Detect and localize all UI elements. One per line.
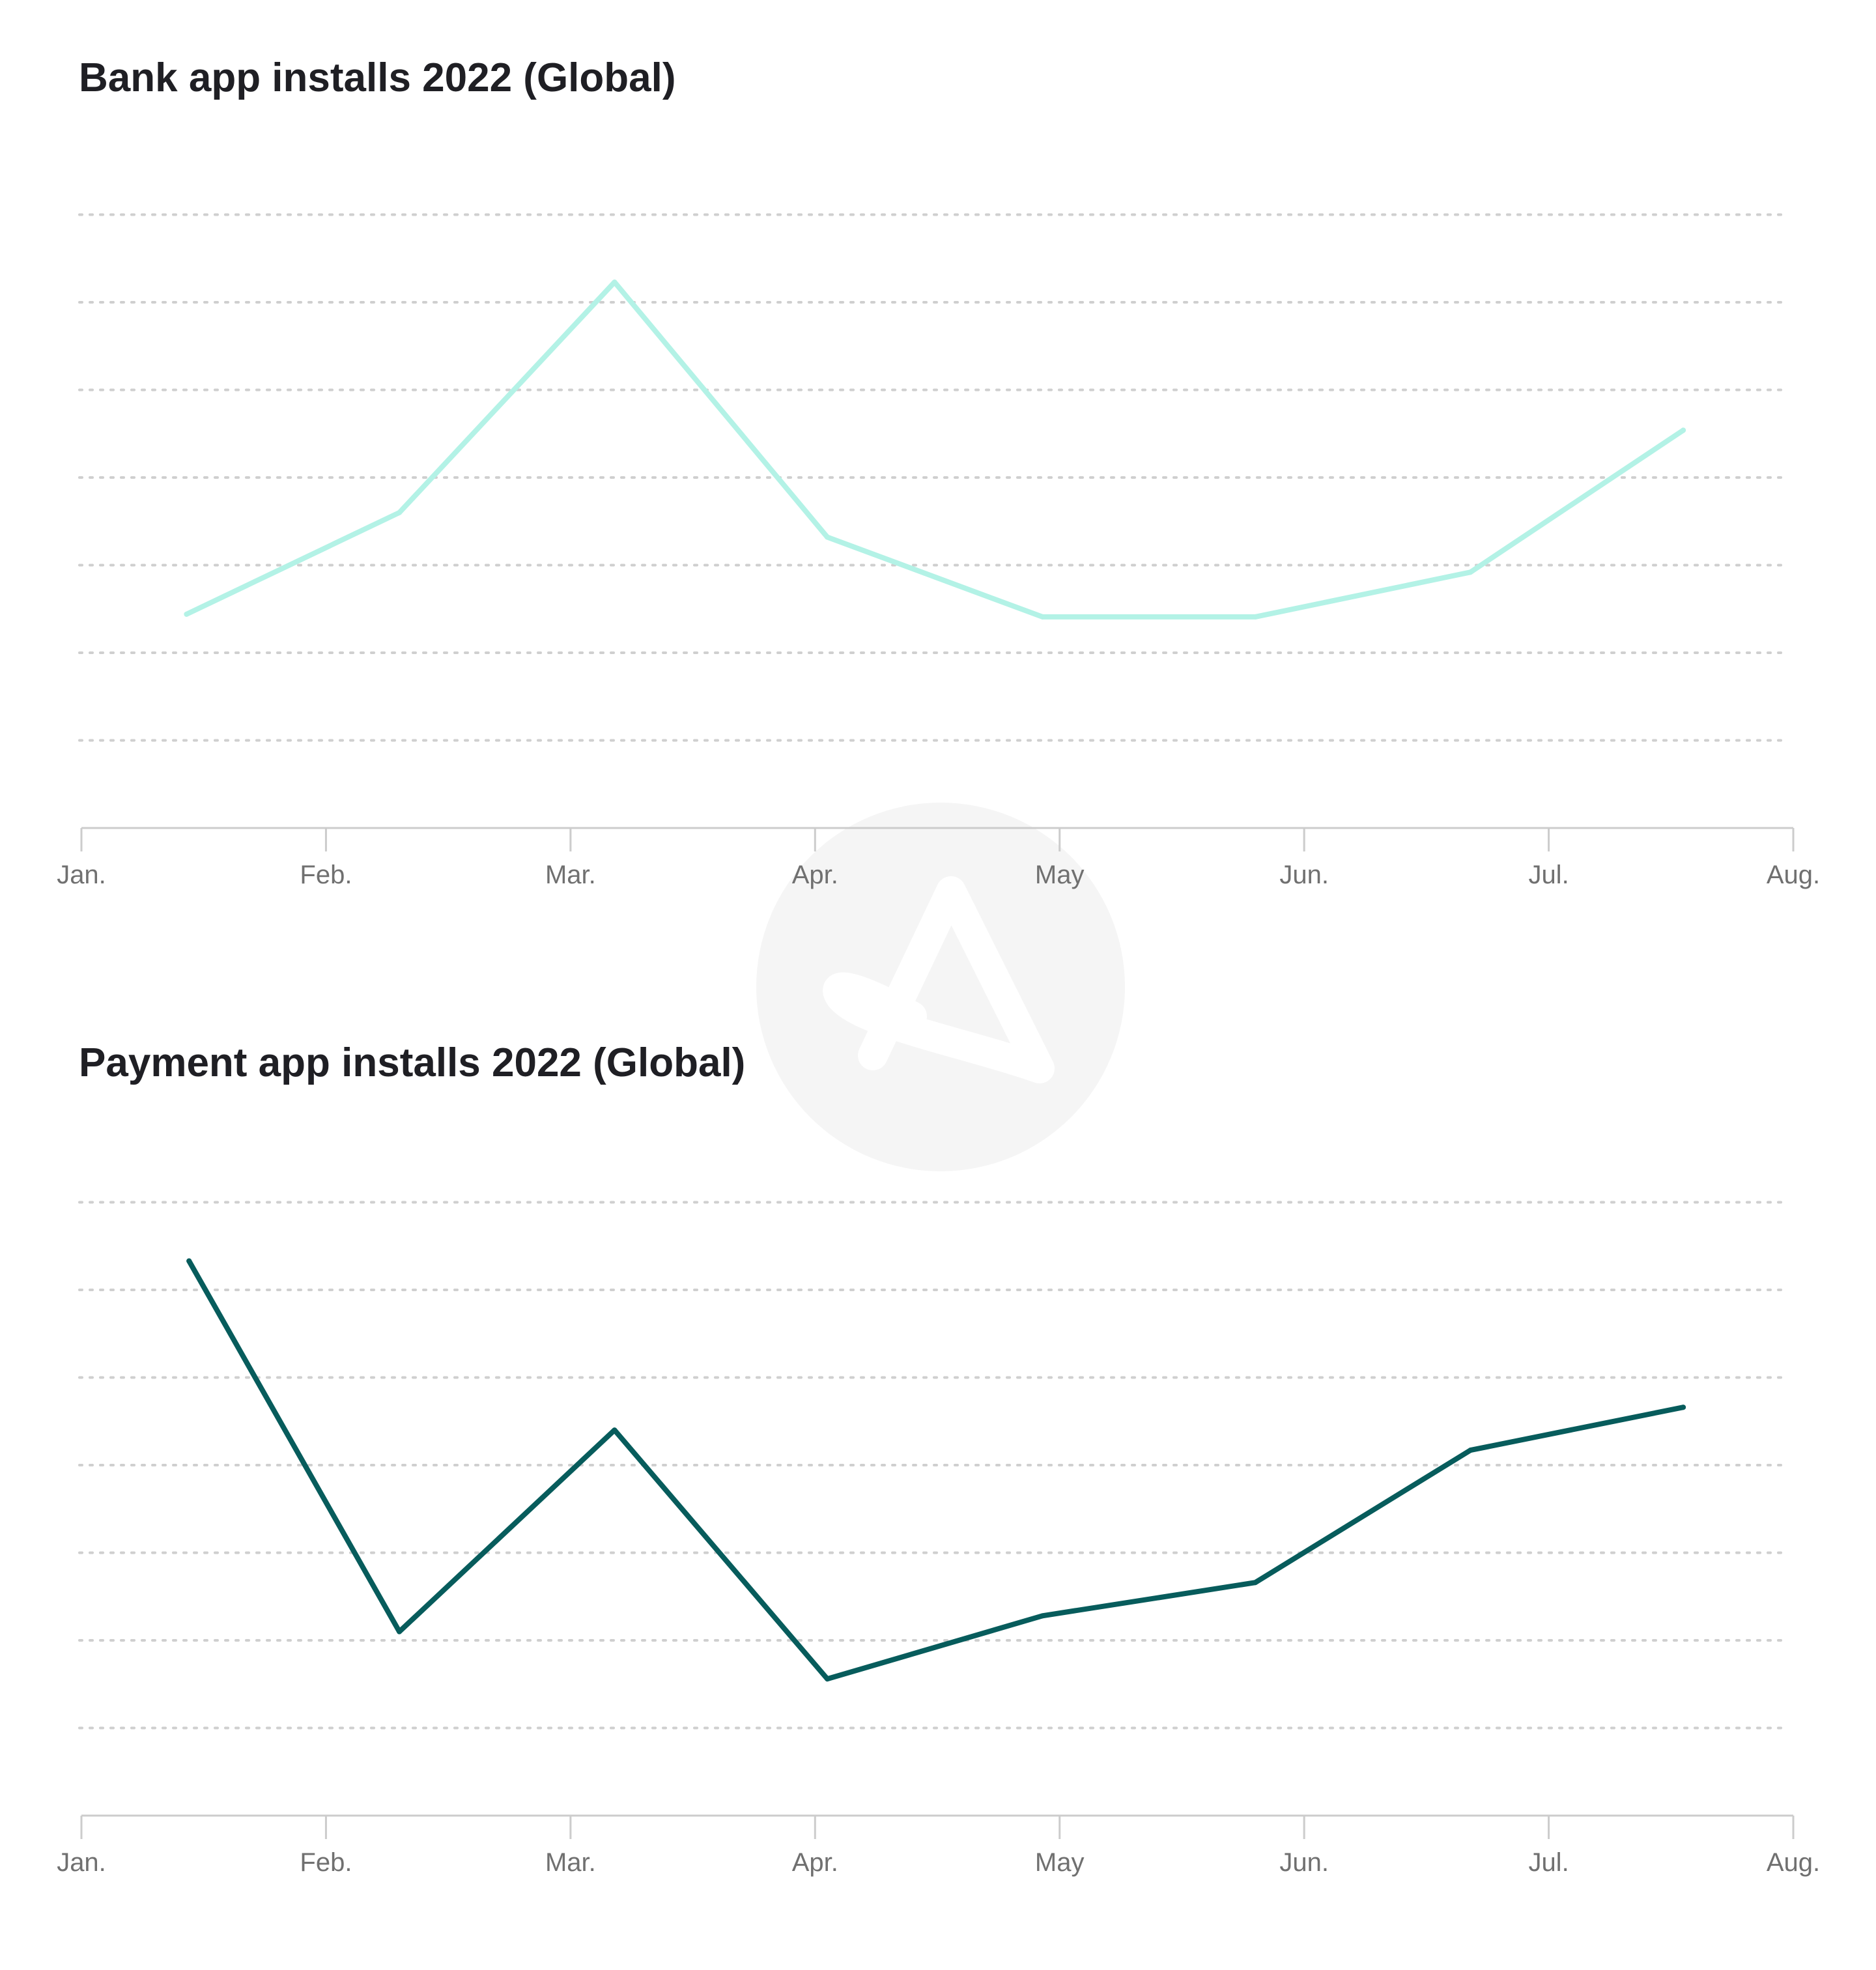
x-tick-label: May — [1035, 1848, 1085, 1877]
data-point — [1468, 1448, 1473, 1453]
x-tick-label: Jun. — [1279, 861, 1329, 889]
data-point — [825, 1676, 831, 1682]
x-tick-label: Jul. — [1528, 861, 1569, 889]
x-tick-label: Apr. — [792, 1848, 838, 1877]
x-tick-label: Feb. — [300, 1848, 352, 1877]
data-point — [1681, 427, 1686, 433]
data-point — [184, 611, 190, 617]
x-tick-label: Jan. — [57, 1848, 106, 1877]
x-tick-label: Jun. — [1279, 1848, 1329, 1877]
data-point — [1040, 614, 1045, 620]
data-point — [397, 509, 403, 515]
chart-title-bank: Bank app installs 2022 (Global) — [79, 55, 676, 100]
x-tick-label: Feb. — [300, 861, 352, 889]
data-point — [612, 1427, 618, 1433]
data-point — [1468, 569, 1473, 575]
data-point — [1681, 1405, 1686, 1410]
x-tick-label: Jan. — [57, 861, 106, 889]
x-tick-label: Mar. — [545, 861, 596, 889]
x-tick-label: Mar. — [545, 1848, 596, 1877]
data-point — [825, 534, 831, 540]
chart-title-payment: Payment app installs 2022 (Global) — [79, 1040, 746, 1085]
series-line — [184, 279, 1686, 620]
data-point — [612, 279, 618, 285]
data-point — [1253, 1580, 1258, 1586]
data-point — [397, 1629, 403, 1635]
logo-a-icon — [756, 803, 1125, 1171]
x-tick-label: Aug. — [1767, 861, 1820, 889]
x-tick-label: Aug. — [1767, 1848, 1820, 1877]
series-line — [186, 1258, 1686, 1682]
x-tick-label: May — [1035, 861, 1085, 889]
data-point — [1253, 614, 1258, 620]
x-tick-label: Apr. — [792, 861, 838, 889]
x-tick-label: Jul. — [1528, 1848, 1569, 1877]
data-point — [186, 1258, 192, 1264]
data-point — [1040, 1613, 1045, 1619]
